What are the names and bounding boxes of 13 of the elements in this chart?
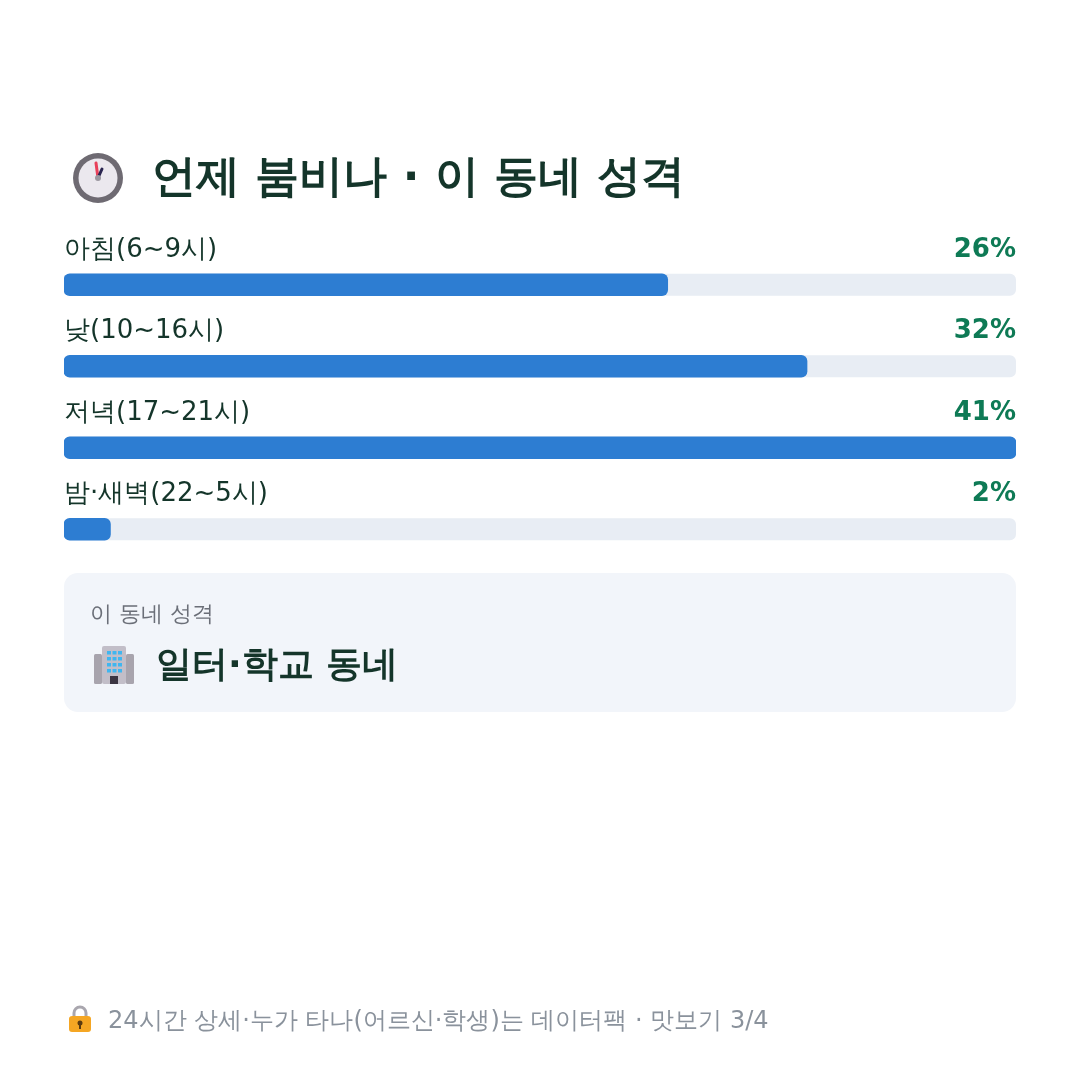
text: 일터·학교 동네	[156, 642, 399, 686]
text: 24시간 상세·누가 타나(어르신·학생)는 데이터팩 · 맛보기 3/4	[108, 1005, 769, 1036]
data-label: 26%	[953, 232, 1016, 263]
y-tick-label: 낮(10~16시)	[64, 314, 225, 344]
y-tick-label: 저녁(17~21시)	[64, 395, 251, 426]
data-label: 2%	[971, 477, 1016, 507]
data-label: 41%	[953, 395, 1016, 426]
bar	[64, 517, 111, 541]
data-label: 32%	[953, 314, 1016, 344]
y-tick-label: 밤·새벽(22~5시)	[64, 477, 268, 507]
y-tick-label: 아침(6~9시)	[64, 232, 218, 263]
text: 이 동네 성격	[90, 600, 214, 628]
chart-title: 언제 붐비나 · 이 동네 성격	[152, 149, 686, 203]
